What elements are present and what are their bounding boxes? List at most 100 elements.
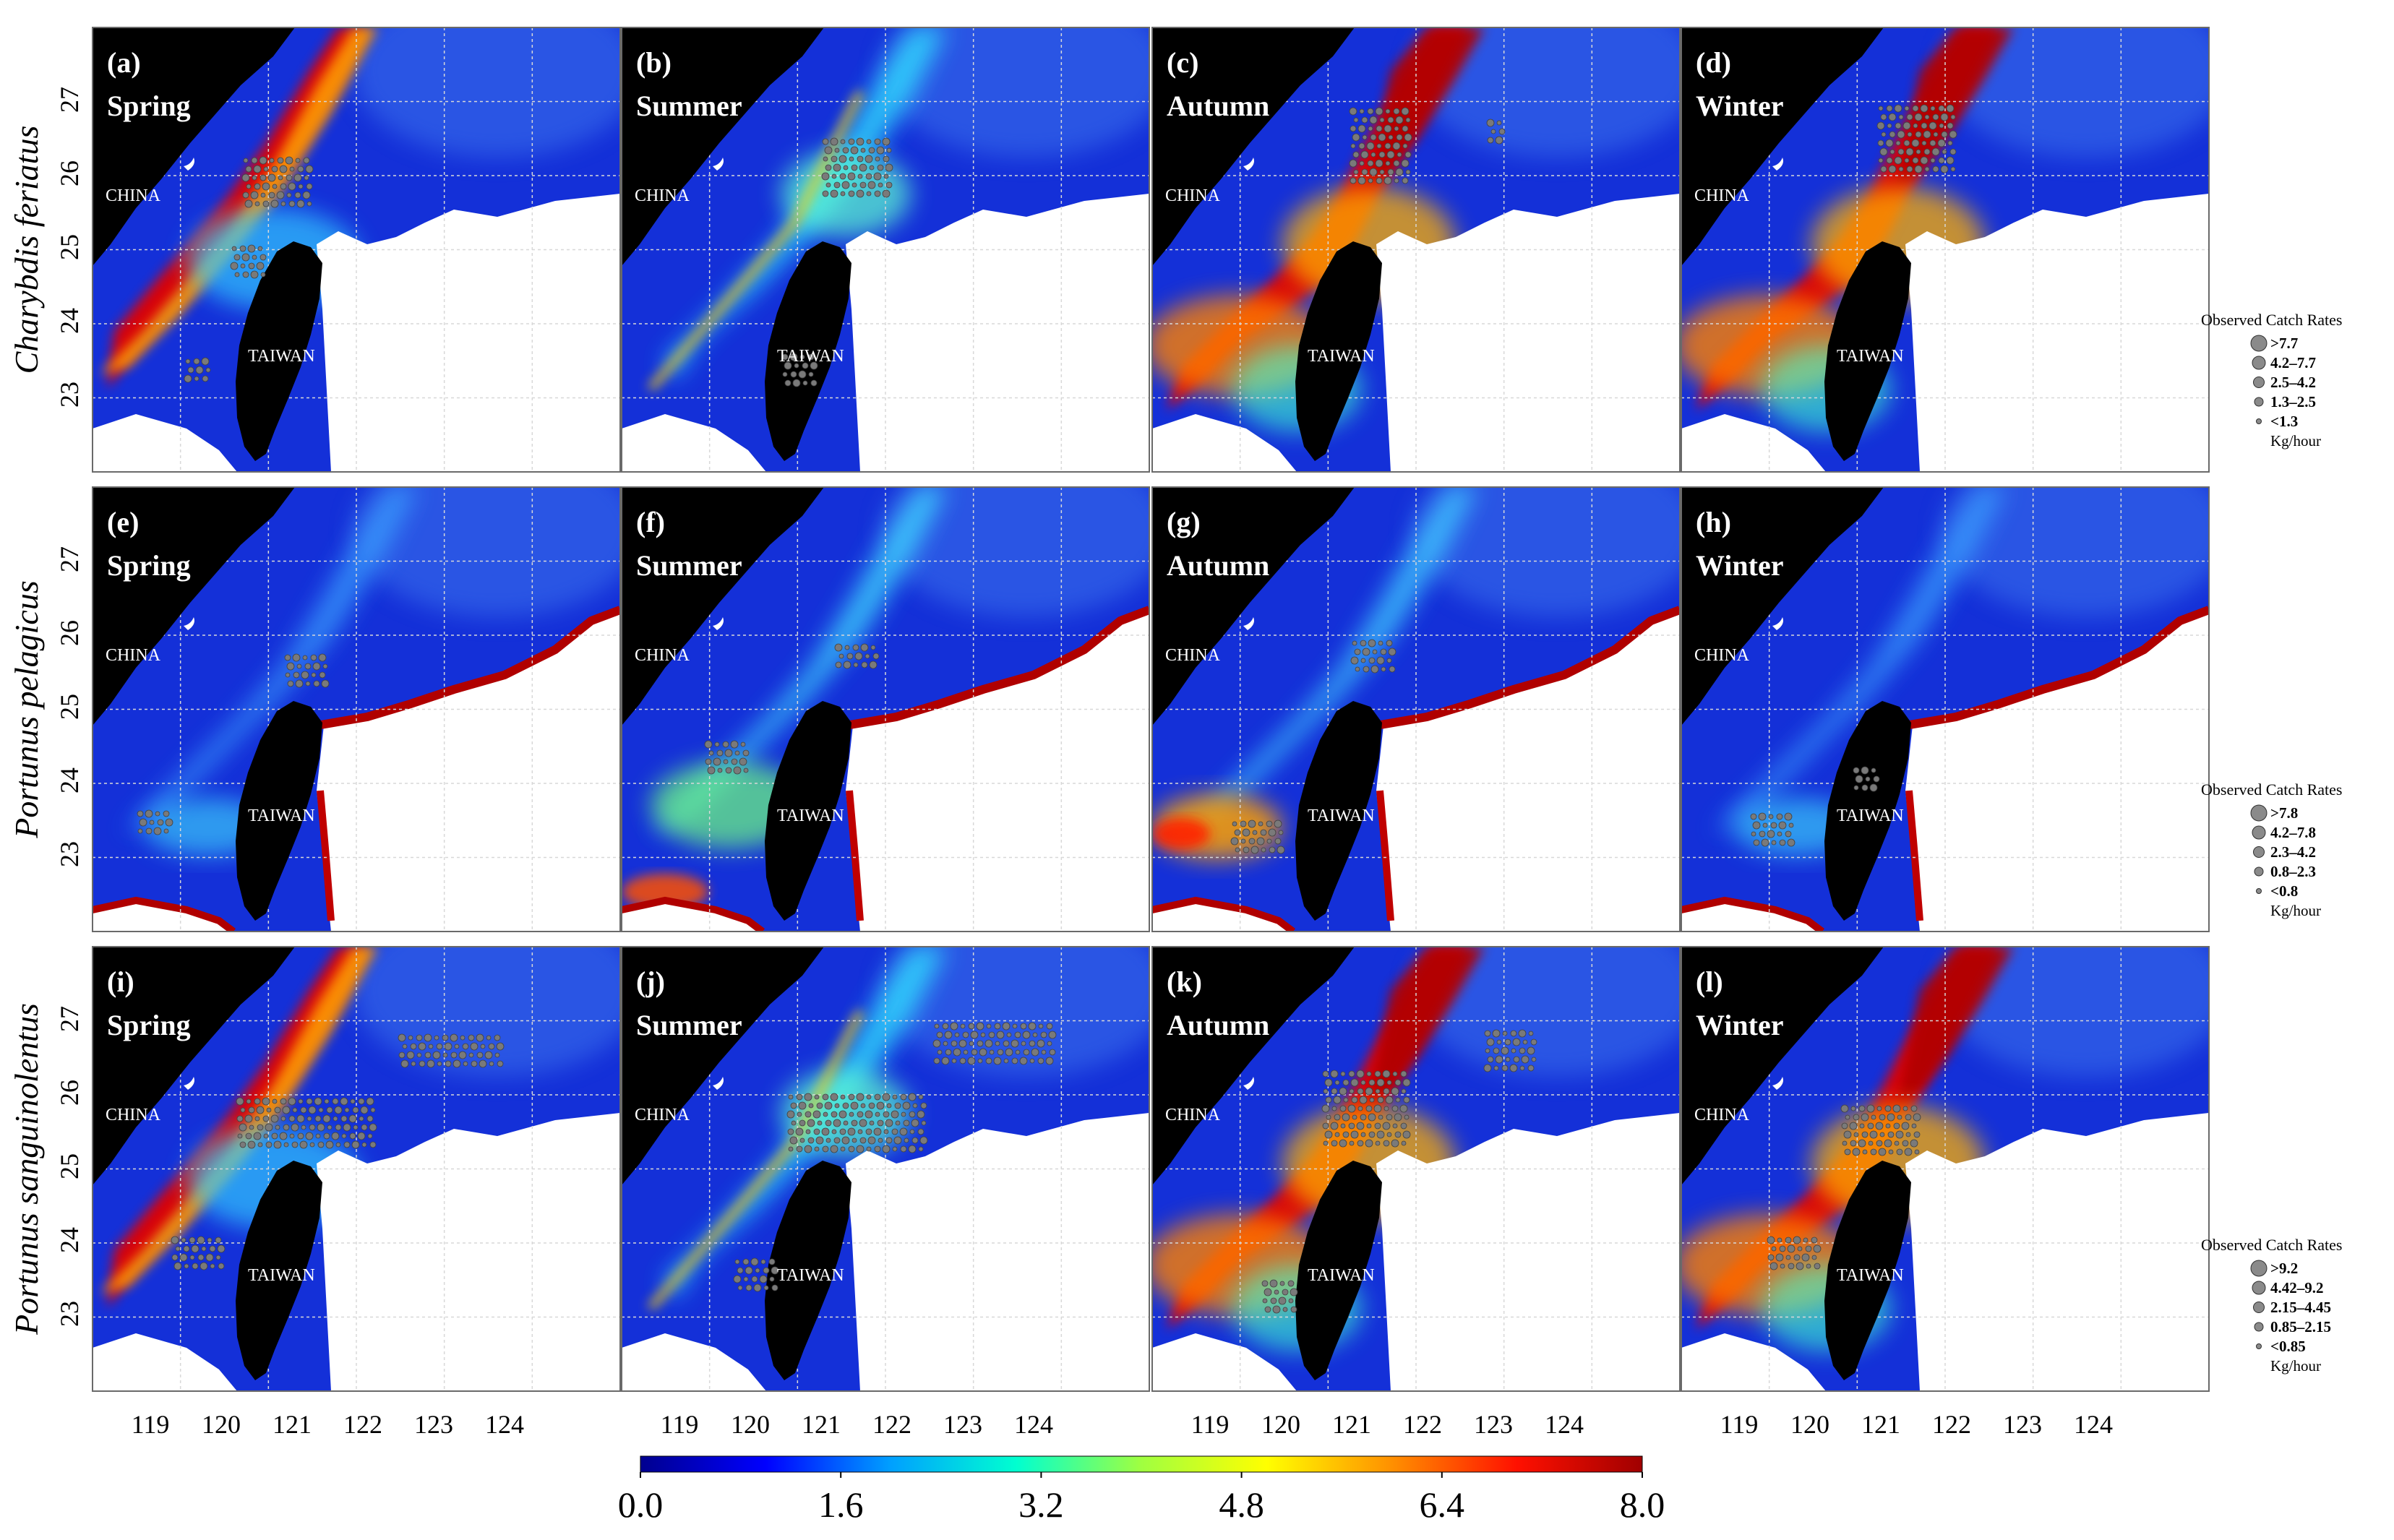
- catch-dot: [782, 371, 788, 377]
- observed-catch-dots: [1230, 639, 1396, 854]
- catch-dot: [157, 819, 164, 826]
- catch-dot: [1350, 1130, 1359, 1139]
- catch-dot: [743, 1276, 749, 1282]
- legend-class-label: 2.5–4.2: [2270, 374, 2316, 391]
- taiwan-label: TAIWAN: [1308, 1266, 1375, 1285]
- catch-dot: [1045, 1057, 1054, 1065]
- catch-dot: [1905, 147, 1914, 156]
- no-data-region: [93, 1333, 237, 1391]
- no-data-region: [317, 1113, 620, 1391]
- catch-dot: [1395, 116, 1404, 124]
- legend-class-label: 0.8–2.3: [2270, 863, 2316, 880]
- density-band: [1710, 487, 2007, 834]
- catch-dot: [1379, 169, 1385, 175]
- catch-dot: [280, 183, 287, 190]
- catch-dot: [1862, 1149, 1868, 1155]
- catch-dot: [1011, 1057, 1018, 1064]
- catch-dot: [851, 1137, 857, 1143]
- catch-dot: [789, 1136, 798, 1145]
- catch-dot: [967, 1057, 976, 1065]
- latitude-tick: 27: [55, 87, 84, 113]
- catch-dot: [1404, 133, 1412, 142]
- catch-dot: [1357, 1088, 1364, 1095]
- catch-dot: [810, 379, 818, 387]
- catch-dot: [247, 244, 256, 253]
- china-landmass: [622, 487, 824, 726]
- catch-dot: [1904, 1148, 1913, 1156]
- catch-dot: [1352, 640, 1357, 646]
- shelf-edge-band: [1681, 896, 1824, 932]
- legend-dot: [2256, 418, 2262, 424]
- catch-dot: [1350, 177, 1357, 184]
- catch-dot: [1368, 1113, 1376, 1122]
- catch-dot: [997, 1049, 1004, 1056]
- catch-dot: [893, 1136, 902, 1145]
- season-label: Spring: [107, 90, 191, 122]
- catch-dot: [1871, 767, 1876, 773]
- catch-dot: [189, 1236, 196, 1244]
- catch-dot: [790, 371, 797, 378]
- catch-dot: [359, 1116, 364, 1122]
- catch-dot: [878, 182, 883, 188]
- species-label: Portunus sanguinolentus: [8, 1003, 45, 1335]
- map-panel: (i) Spring CHINA TAIWAN 27 26 25 24 23: [55, 946, 621, 1392]
- panel-id: (c): [1167, 46, 1198, 79]
- china-label: CHINA: [635, 186, 690, 205]
- catch-dot: [305, 1132, 314, 1140]
- catch-dot: [1914, 1149, 1920, 1155]
- catch-dot: [259, 156, 267, 165]
- catch-dot: [1047, 1041, 1052, 1046]
- catch-dot: [1879, 1114, 1886, 1121]
- density-band: [1898, 27, 2014, 186]
- catch-dot: [244, 1114, 253, 1123]
- catch-dot: [1365, 1139, 1373, 1148]
- catch-dot: [1787, 1244, 1796, 1253]
- catch-dot: [200, 1262, 208, 1270]
- catch-dot: [254, 183, 261, 190]
- catch-dot: [1382, 1070, 1391, 1078]
- catch-dot: [265, 1141, 273, 1148]
- catch-dot: [739, 757, 747, 766]
- catch-dot: [1002, 1022, 1011, 1031]
- catch-dot: [285, 156, 293, 165]
- catch-dot: [294, 192, 301, 199]
- catch-dot: [977, 1058, 983, 1064]
- taiwan-landmass: [236, 701, 322, 921]
- catch-dot: [291, 1123, 299, 1132]
- catch-dot: [1498, 128, 1506, 135]
- catch-dot: [1850, 1140, 1857, 1147]
- catch-dot: [853, 662, 859, 668]
- catch-dot: [755, 1268, 760, 1273]
- catch-dot: [1349, 1088, 1355, 1094]
- catch-dot: [1400, 1070, 1407, 1077]
- catch-dot: [471, 1060, 478, 1067]
- catch-dot: [1858, 1105, 1866, 1112]
- catch-dot: [1368, 657, 1376, 664]
- catch-dot: [1404, 151, 1412, 158]
- catch-dot: [1785, 1255, 1791, 1260]
- catch-dot: [1849, 1122, 1858, 1130]
- catch-dot: [794, 363, 799, 369]
- panel-id: (h): [1696, 506, 1731, 538]
- catch-dot: [1487, 137, 1494, 144]
- catch-dot: [1893, 1122, 1900, 1130]
- catch-dot: [1768, 814, 1774, 820]
- catch-dot: [1368, 126, 1373, 132]
- catch-dot: [714, 741, 720, 747]
- panel-frame: [92, 27, 621, 473]
- catch-dot: [1383, 1140, 1390, 1147]
- catch-dot: [1905, 1132, 1911, 1137]
- catch-dot: [831, 155, 838, 163]
- catch-dot: [282, 1106, 291, 1114]
- catch-dot: [1886, 105, 1893, 112]
- catch-dot: [963, 1049, 969, 1055]
- catch-dot: [252, 175, 257, 181]
- catch-dot: [496, 1042, 505, 1051]
- catch-dot: [1324, 1078, 1333, 1087]
- observed-catch-dots: [704, 643, 880, 775]
- catch-dot: [1383, 1106, 1389, 1111]
- catch-dot: [299, 1140, 308, 1149]
- catch-dot: [234, 272, 240, 278]
- catch-dot: [1032, 1032, 1038, 1038]
- catch-dot: [244, 199, 253, 208]
